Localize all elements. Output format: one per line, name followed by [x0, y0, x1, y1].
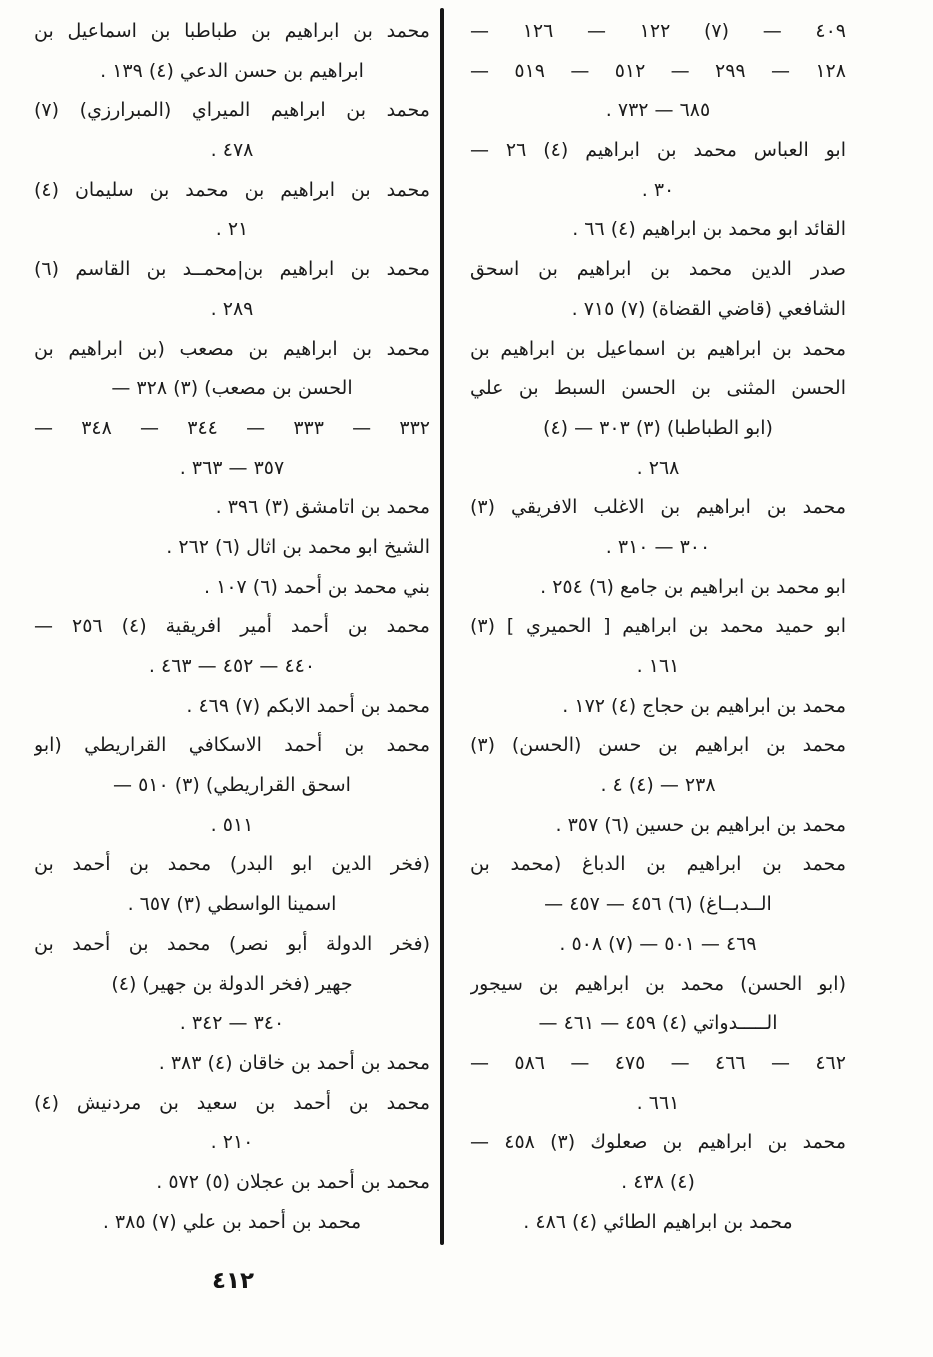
index-line: ٢١٠ .: [210, 1131, 254, 1154]
index-column-right: ٤٠٩ — (٧) ١٢٢ — ١٢٦ — ١٢٨ — ٢٩٩ — ٥١٢ — ٥…: [470, 12, 846, 1242]
index-line: ٤٤٠ — ٤٥٢ — ٤٦٣ .: [148, 655, 316, 677]
index-line: (٤) ٤٣٨ .: [621, 1170, 695, 1193]
index-line: محمد بن أحمد أمير افريقية (٤) ٢٥٦ —: [34, 615, 430, 638]
index-line: الحسن بن مصعب) (٣) ٣٢٨ —: [111, 377, 353, 400]
index-column-left: محمد بن ابراهيم بن طباطبا بن اسماعيل بن ا…: [34, 12, 430, 1242]
index-line: ٣٠٠ — ٣١٠ .: [605, 535, 711, 558]
index-line: محمد بن أحمد بن عجلان (٥) ٥٧٢ .: [156, 1170, 430, 1193]
index-line: ٦٦١ .: [636, 1091, 680, 1114]
index-line: ٤٦٢ — ٤٦٦ — ٤٧٥ — ٥٨٦ —: [470, 1051, 846, 1074]
index-line: ابو حميد محمد بن ابراهيم [ الحميري ] (٣): [470, 615, 846, 638]
index-line: ٣٥٧ — ٣٦٣ .: [179, 456, 285, 479]
index-line: ٢٦٨ .: [636, 456, 680, 479]
index-line: اسحق القراريطي) (٣) ٥١٠ —: [113, 774, 351, 797]
index-line: بني محمد بن أحمد (٦) ١٠٧ .: [204, 575, 430, 598]
index-line: ١٢٨ — ٢٩٩ — ٥١٢ — ٥١٩ —: [470, 59, 846, 82]
index-line: ٤٧٨ .: [210, 139, 254, 162]
index-line: ٤٠٩ — (٧) ١٢٢ — ١٢٦ —: [470, 20, 846, 42]
index-line: محمد بن ابراهيم بن الاغلب الافريقي (٣): [470, 496, 846, 519]
index-line: ٦٨٥ — ٧٣٢ .: [605, 99, 711, 122]
index-line: ابو محمد بن ابراهيم بن جامع (٦) ٢٥٤ .: [540, 575, 846, 598]
index-line: محمد بن ابراهيم بن حسن (الحسن) (٣): [470, 734, 846, 757]
index-line: صدر الدين محمد بن ابراهيم بن اسحق: [470, 258, 846, 281]
index-line: محمد بن أحمد الابكم (٧) ٤٦٩ .: [186, 694, 430, 717]
index-line: محمد بن أحمد بن سعيد بن مردنيش (٤): [34, 1091, 430, 1114]
index-line: ٢٣٨ — (٤) ٤ .: [600, 774, 716, 797]
index-line: ابراهيم بن حسن الدعي (٤) ١٣٩ .: [100, 59, 364, 82]
index-line: محمد بن ابراهيم بن اسماعيل بن ابراهيم بن: [470, 337, 846, 360]
index-line: محمد بن ابراهيم بن صعلوك (٣) ٤٥٨ —: [470, 1131, 846, 1154]
index-line: محمد بن ابراهيم بن محمد بن سليمان (٤): [34, 178, 430, 201]
index-line: جهير (فخر الدولة بن جهير) (٤): [111, 972, 353, 995]
index-line: (فخر الدولة أبو نصر) محمد بن أحمد بن: [34, 932, 430, 955]
index-line: ٢١ .: [215, 218, 249, 241]
index-line: ٤٦٩ — ٥٠١ — (٧) ٥٠٨ .: [559, 932, 757, 955]
column-divider-rule: [440, 8, 444, 1245]
index-line: (ابو الطباطبا) (٣) ٣٠٣ — (٤): [543, 416, 773, 439]
index-line: ٣٠ .: [641, 178, 675, 201]
index-line: محمد بن ابراهيم الطائي (٤) ٤٨٦ .: [523, 1210, 793, 1233]
index-line: ٣٤٠ — ٣٤٢ .: [179, 1012, 285, 1035]
index-line: محمد بن ابراهيم بن الدباغ (محمد بن: [470, 853, 846, 876]
index-line: محمد بن أحمد بن خاقان (٤) ٣٨٣ .: [158, 1051, 430, 1074]
index-line: محمد بن ابراهيم بن حسين (٦) ٣٥٧ .: [555, 813, 846, 836]
index-line: ٢٨٩ .: [210, 297, 254, 320]
index-line: محمد بن أحمد بن علي (٧) ٣٨٥ .: [102, 1210, 362, 1233]
index-line: القائد ابو محمد بن ابراهيم (٤) ٦٦ .: [572, 218, 846, 241]
index-line: محمد بن ابراهيم بن حجاج (٤) ١٧٢ .: [562, 694, 846, 717]
index-line: الــدبــاغ) (٦) ٤٥٦ — ٤٥٧ —: [544, 893, 772, 916]
index-line: الشيخ ابو محمد بن اثال (٦) ٢٦٢ .: [166, 535, 430, 558]
index-line: الشافعي (قاضي القضاة) (٧) ٧١٥ .: [571, 297, 846, 320]
index-line: الحسن المثنى بن الحسن السبط بن علي: [470, 377, 846, 400]
page-number: ٤١٢: [211, 1268, 255, 1294]
index-line: الـــــدواتي (٤) ٤٥٩ — ٤٦١ —: [538, 1012, 778, 1035]
index-line: محمد بن أحمد الاسكافي القراريطي (ابو: [34, 734, 430, 757]
index-line: ١٦١ .: [636, 655, 680, 677]
index-line: محمد بن ابراهيم بن|محمــد بن القاسم (٦): [34, 258, 430, 281]
index-line: محمد بن ابراهيم بن مصعب (بن ابراهيم بن: [34, 337, 430, 360]
index-line: ٣٣٢ — ٣٣٣ — ٣٤٤ — ٣٤٨ —: [34, 416, 430, 439]
index-line: محمد بن ابراهيم بن طباطبا بن اسماعيل بن: [34, 20, 430, 42]
index-line: محمد بن اتامشق (٣) ٣٩٦ .: [215, 496, 430, 519]
index-line: (فخر الدين ابو البدر) محمد بن أحمد بن: [34, 853, 430, 876]
index-line: اسمينا الواسطي (٣) ٦٥٧ .: [127, 893, 337, 916]
index-line: محمد بن ابراهيم الميراي (المبرارزي) (٧): [34, 99, 430, 122]
index-line: (ابو الحسن) محمد بن ابراهيم بن سيجور: [470, 972, 846, 995]
index-line: ابو العباس محمد بن ابراهيم (٤) ٢٦ —: [470, 139, 846, 162]
index-line: ٥١١ .: [210, 813, 254, 836]
